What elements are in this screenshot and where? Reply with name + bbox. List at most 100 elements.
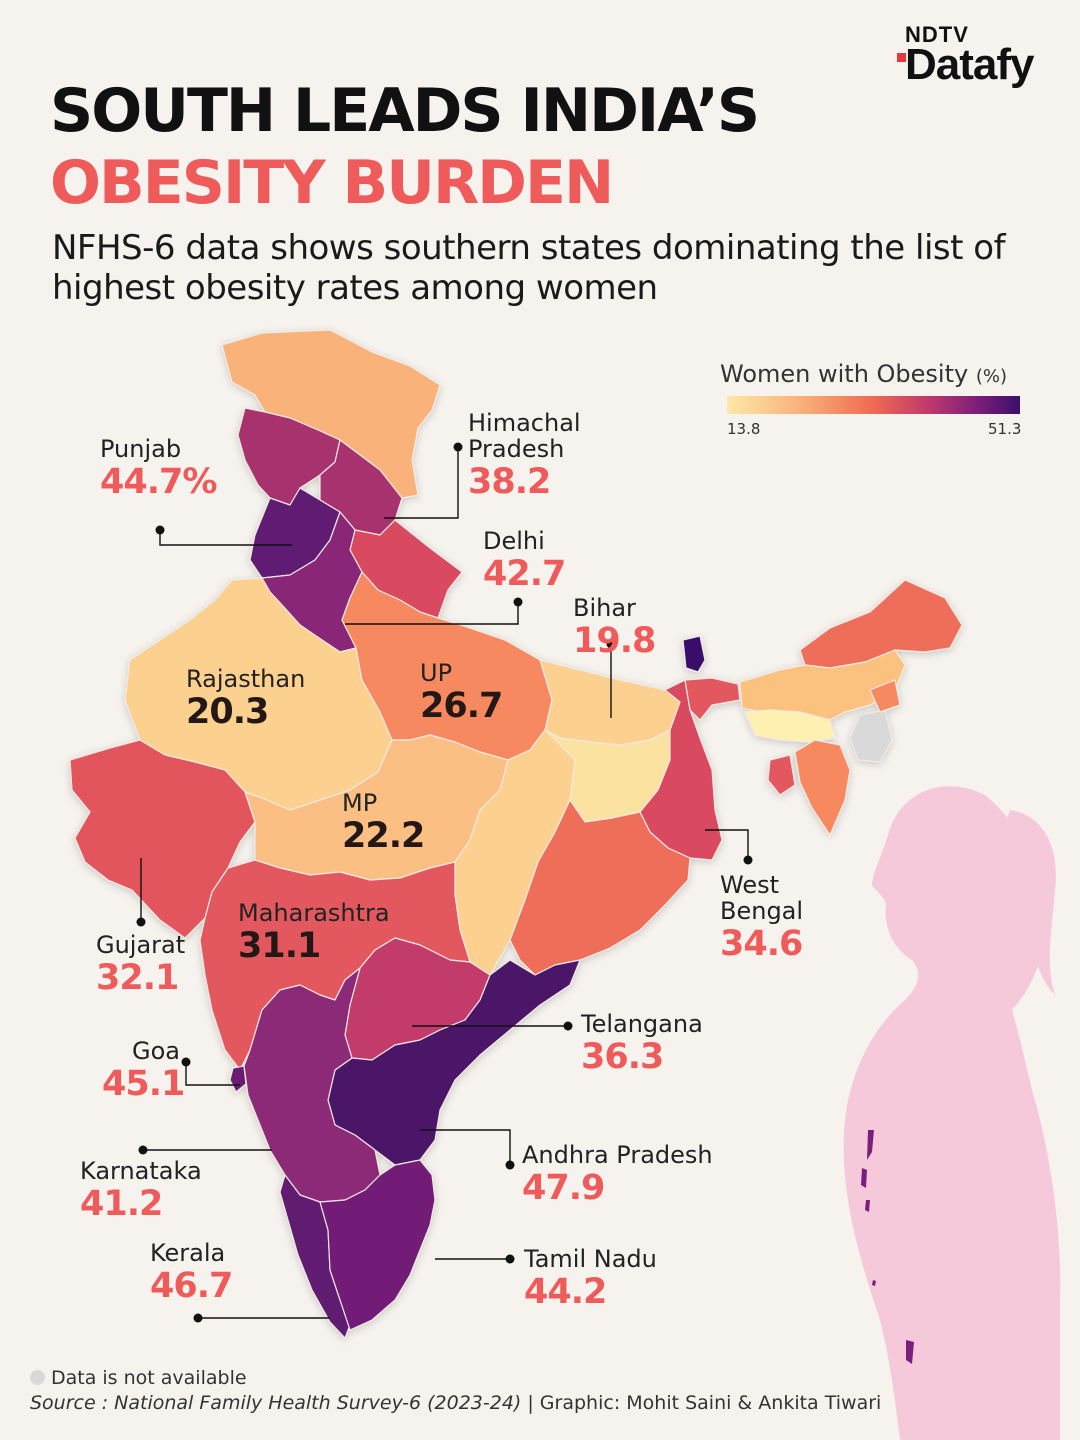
state-value: 38.2 <box>468 462 551 502</box>
legend-max: 51.3 <box>988 420 1022 438</box>
state-value: 31.1 <box>238 926 321 966</box>
not-available-note: Data is not available <box>30 1367 247 1389</box>
callout-mp: MP 22.2 <box>342 789 425 856</box>
headline-line-2: OBESITY BURDEN <box>50 148 614 218</box>
region-karnataka <box>243 967 381 1203</box>
region-sikkim <box>682 635 706 673</box>
region-siliguri <box>684 677 741 721</box>
state-name: Telangana <box>581 1010 703 1038</box>
legend-unit: (%) <box>975 366 1008 387</box>
brand-ndtv: NDTV <box>905 22 969 47</box>
source-text: Source : National Family Health Survey-6… <box>30 1392 522 1414</box>
leader-dot-delhi <box>513 597 523 607</box>
callout-andhra: Andhra Pradesh 47.9 <box>522 1142 713 1208</box>
leader-himachal <box>384 447 459 519</box>
state-name: Delhi <box>483 527 545 555</box>
region-arunachal <box>799 579 963 669</box>
region-nagaland <box>869 679 901 713</box>
leader-dot-karnataka <box>138 1145 148 1155</box>
callout-kerala: Kerala 46.7 <box>150 1239 233 1306</box>
state-value: 46.7 <box>150 1266 233 1306</box>
leader-dot-west-bengal <box>743 855 753 865</box>
callout-tamil-nadu: Tamil Nadu 44.2 <box>524 1246 657 1312</box>
subtitle: NFHS-6 data shows southern states domina… <box>52 228 1006 308</box>
region-jammu-kashmir <box>237 407 341 506</box>
state-name: Kerala <box>150 1239 226 1267</box>
leader-punjab <box>159 530 292 546</box>
leader-dot-telangana <box>563 1021 573 1031</box>
state-value: 19.8 <box>573 621 656 661</box>
callout-telangana: Telangana 36.3 <box>581 1011 703 1077</box>
headline-line-1: SOUTH LEADS INDIA’S <box>50 76 760 146</box>
state-value: 32.1 <box>96 958 179 998</box>
state-name: Tamil Nadu <box>524 1245 657 1273</box>
leader-dot-punjab <box>155 525 165 535</box>
callout-karnataka: Karnataka 41.2 <box>80 1158 202 1224</box>
brand-datafy: Datafy <box>905 40 1034 89</box>
state-value: 20.3 <box>186 692 269 732</box>
region-odisha <box>509 799 691 976</box>
woman-silhouette <box>843 786 1061 1440</box>
region-goa <box>229 1065 247 1093</box>
leader-dot-gujarat <box>136 917 146 927</box>
callout-himachal: Himachal Pradesh 38.2 <box>468 410 581 502</box>
state-value: 47.9 <box>522 1168 605 1208</box>
state-value: 44.2 <box>524 1272 607 1312</box>
silhouette-body <box>843 786 1061 1440</box>
not-available-text: Data is not available <box>51 1367 247 1389</box>
leader-dot-himachal <box>453 442 463 452</box>
state-name-line2: Bengal <box>720 897 804 925</box>
state-value: 42.7 <box>483 554 566 594</box>
state-name-line1: Himachal <box>468 409 581 437</box>
leader-dot-tamil-nadu <box>505 1254 515 1264</box>
leader-west-bengal <box>705 829 749 860</box>
state-name: Bihar <box>573 594 636 622</box>
callout-west-bengal: West Bengal 34.6 <box>720 872 803 964</box>
leader-goa <box>185 1062 240 1086</box>
state-name-line2: Pradesh <box>468 435 565 463</box>
silhouette-ponytail <box>1005 810 1056 995</box>
callout-delhi: Delhi 42.7 <box>483 527 566 594</box>
callout-bihar: Bihar 19.8 <box>573 594 656 661</box>
legend-title: Women with Obesity (%) <box>720 360 1007 388</box>
state-name-line1: West <box>720 871 780 899</box>
brand-mark-icon <box>897 53 906 62</box>
leader-dot-kerala <box>193 1313 203 1323</box>
leader-dot-goa <box>181 1057 191 1067</box>
state-value: 22.2 <box>342 816 425 856</box>
region-tamil-nadu <box>319 1159 436 1331</box>
legend-title-text: Women with Obesity <box>720 360 969 388</box>
state-name: Gujarat <box>96 931 186 959</box>
region-manipur-na <box>849 709 893 763</box>
state-name: Rajasthan <box>186 665 306 693</box>
callout-rajasthan: Rajasthan 20.3 <box>186 666 305 732</box>
leader-dots <box>136 442 753 1323</box>
leader-andhra <box>420 1129 511 1165</box>
region-meghalaya <box>744 709 836 743</box>
callout-gujarat: Gujarat 32.1 <box>96 932 185 998</box>
state-name: MP <box>342 789 378 817</box>
region-tripura <box>767 754 796 796</box>
callout-punjab: Punjab 44.7% <box>100 435 217 502</box>
region-bihar <box>539 659 681 746</box>
state-value: 34.6 <box>720 924 803 964</box>
leader-dot-bihar <box>606 639 616 649</box>
credit-text: | Graphic: Mohit Saini & Ankita Tiwari <box>521 1392 882 1414</box>
state-value: 36.3 <box>581 1037 664 1077</box>
state-name: UP <box>420 659 453 687</box>
callout-maharashtra: Maharashtra 31.1 <box>238 900 390 966</box>
not-available-dot-icon <box>30 1370 45 1385</box>
region-tripura-mizoram <box>794 739 851 836</box>
leader-lines <box>140 447 749 1319</box>
state-name: Maharashtra <box>238 899 390 927</box>
state-value: 45.1 <box>102 1064 185 1104</box>
state-name: Goa <box>132 1037 180 1065</box>
leader-delhi <box>345 602 519 625</box>
state-value: 26.7 <box>420 686 503 726</box>
callout-goa: Goa 45.1 <box>102 1037 185 1104</box>
leader-dot-andhra <box>505 1160 515 1170</box>
legend-min: 13.8 <box>727 420 761 438</box>
state-name: Punjab <box>100 435 182 463</box>
state-value: 41.2 <box>80 1184 163 1224</box>
